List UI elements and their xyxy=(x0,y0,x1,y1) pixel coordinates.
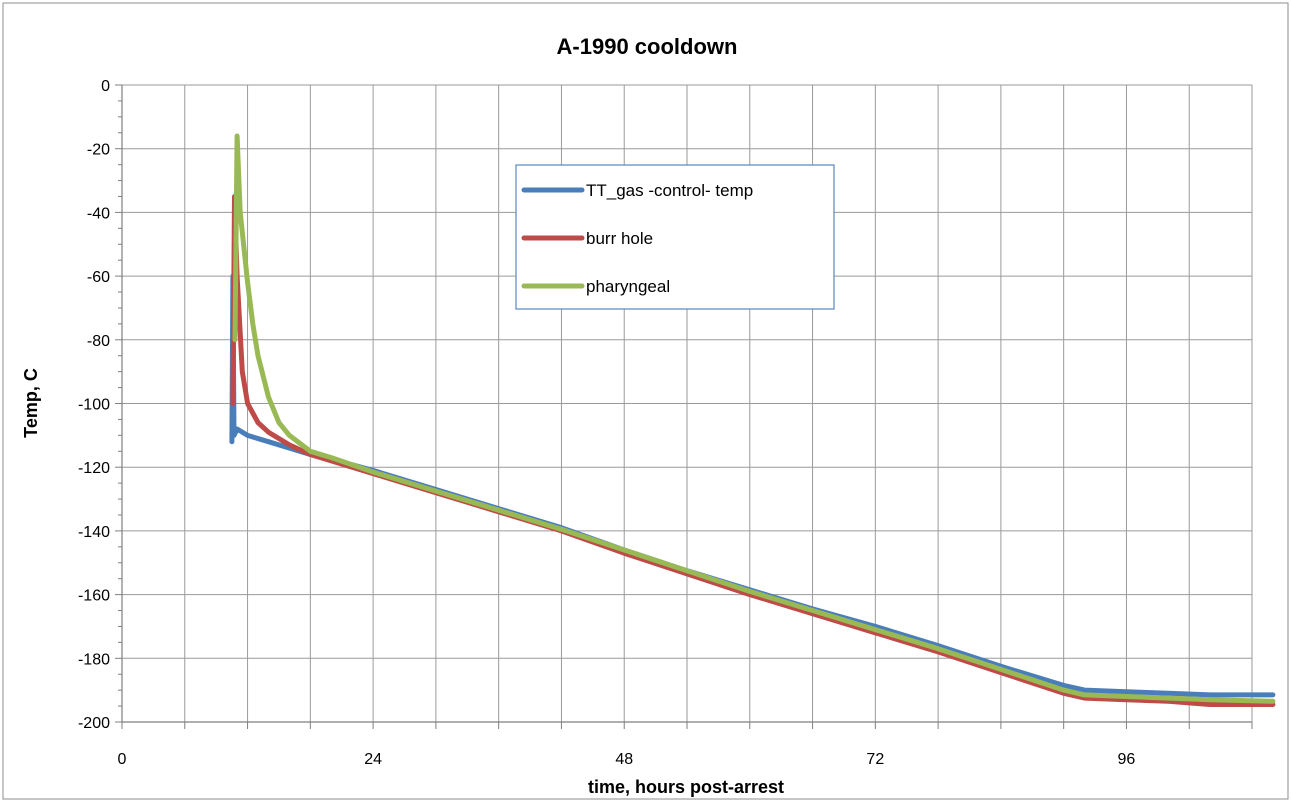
y-tick-label: -160 xyxy=(78,588,110,605)
y-tick-label: -80 xyxy=(87,333,110,350)
y-tick-label: -40 xyxy=(87,205,110,222)
y-tick-label: -120 xyxy=(78,460,110,477)
chart-title: A-1990 cooldown xyxy=(557,34,738,59)
y-tick-label: 0 xyxy=(101,78,110,95)
y-tick-label: -20 xyxy=(87,142,110,159)
x-tick-label: 24 xyxy=(364,751,382,768)
y-tick-label: -200 xyxy=(78,715,110,732)
y-tick-label: -180 xyxy=(78,651,110,668)
y-tick-label: -100 xyxy=(78,397,110,414)
x-tick-label: 72 xyxy=(866,751,884,768)
y-tick-label: -60 xyxy=(87,269,110,286)
y-tick-label: -140 xyxy=(78,524,110,541)
y-axis-label: Temp, C xyxy=(21,368,41,438)
legend-label: pharyngeal xyxy=(586,277,670,296)
legend: TT_gas -control- temp burr hole pharyngeal xyxy=(516,165,834,309)
x-tick-label: 48 xyxy=(615,751,633,768)
x-tick-label: 96 xyxy=(1118,751,1136,768)
x-axis-label: time, hours post-arrest xyxy=(588,777,784,797)
legend-label: burr hole xyxy=(586,229,653,248)
x-tick-label: 0 xyxy=(118,751,127,768)
legend-label: TT_gas -control- temp xyxy=(586,181,753,200)
